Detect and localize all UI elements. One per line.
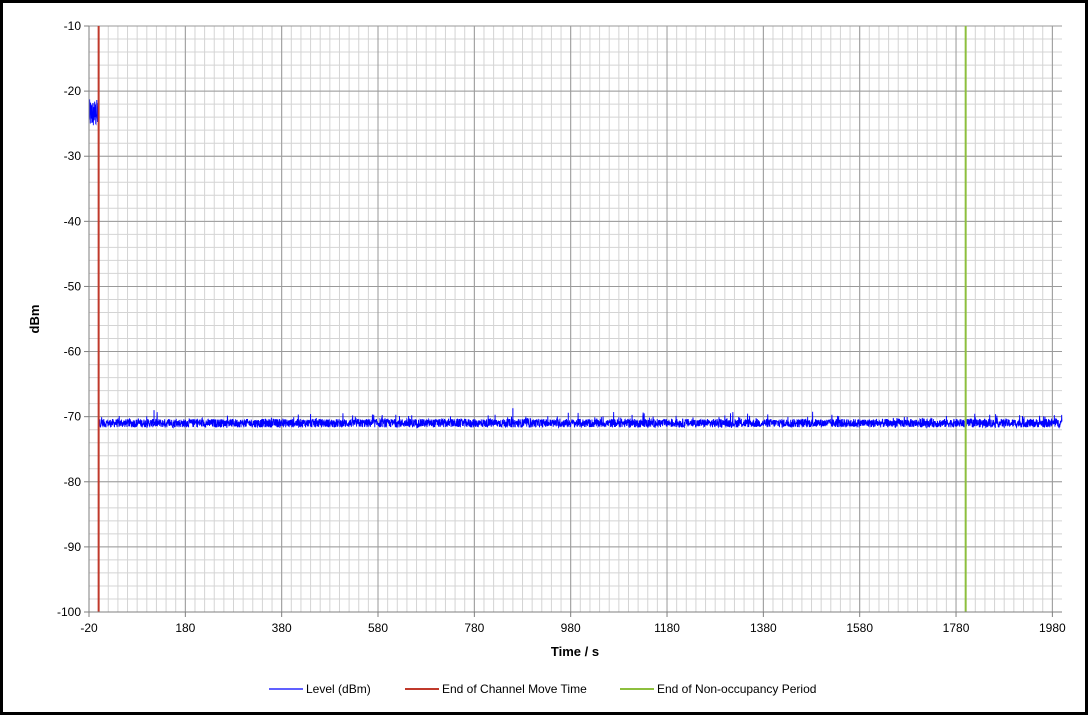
chart-svg: -10 -20 -30 -40 -50 -60 -70 -80 -90 -100 -20 180 38… bbox=[27, 19, 1066, 696]
x-tick-label: 1780 bbox=[943, 621, 970, 635]
y-tick-label: -70 bbox=[64, 410, 82, 424]
legend-label: End of Channel Move Time bbox=[442, 682, 587, 696]
x-tick-label: 580 bbox=[368, 621, 388, 635]
x-tick-labels: -20 180 380 580 780 980 1180 1380 1580 1780 1980 bbox=[80, 621, 1066, 635]
marker-lines bbox=[97, 26, 967, 612]
y-tick-label: -30 bbox=[64, 149, 82, 163]
y-tick-label: -20 bbox=[64, 84, 82, 98]
legend-label: End of Non-occupancy Period bbox=[657, 682, 816, 696]
x-tick-label: 980 bbox=[561, 621, 581, 635]
x-tick-label: 1580 bbox=[846, 621, 873, 635]
x-tick-label: 780 bbox=[464, 621, 484, 635]
x-tick-label: 380 bbox=[272, 621, 292, 635]
x-tick-label: -20 bbox=[80, 621, 98, 635]
y-tick-label: -80 bbox=[64, 475, 82, 489]
x-tick-label: 1180 bbox=[654, 621, 680, 635]
x-tick-label: 1980 bbox=[1039, 621, 1066, 635]
level-trace-segment bbox=[98, 411, 1063, 430]
level-trace-segment bbox=[88, 99, 99, 126]
y-tick-label: -100 bbox=[57, 605, 81, 619]
x-axis-title: Time / s bbox=[551, 644, 599, 659]
x-tick-label: 180 bbox=[175, 621, 195, 635]
x-tick-label: 1380 bbox=[750, 621, 777, 635]
y-tick-labels: -10 -20 -30 -40 -50 -60 -70 -80 -90 -100 bbox=[57, 19, 81, 619]
y-tick-label: -90 bbox=[64, 540, 82, 554]
y-tick-label: -40 bbox=[64, 214, 82, 228]
y-tick-label: -60 bbox=[64, 345, 82, 359]
y-tick-label: -10 bbox=[64, 19, 82, 33]
axes bbox=[84, 25, 1062, 617]
y-axis-title: dBm bbox=[27, 305, 42, 334]
plot-area bbox=[89, 26, 1062, 612]
legend-label: Level (dBm) bbox=[306, 682, 371, 696]
level-trace bbox=[88, 99, 1063, 430]
y-tick-label: -50 bbox=[64, 279, 82, 293]
legend: Level (dBm) End of Channel Move Time End o… bbox=[269, 682, 816, 696]
